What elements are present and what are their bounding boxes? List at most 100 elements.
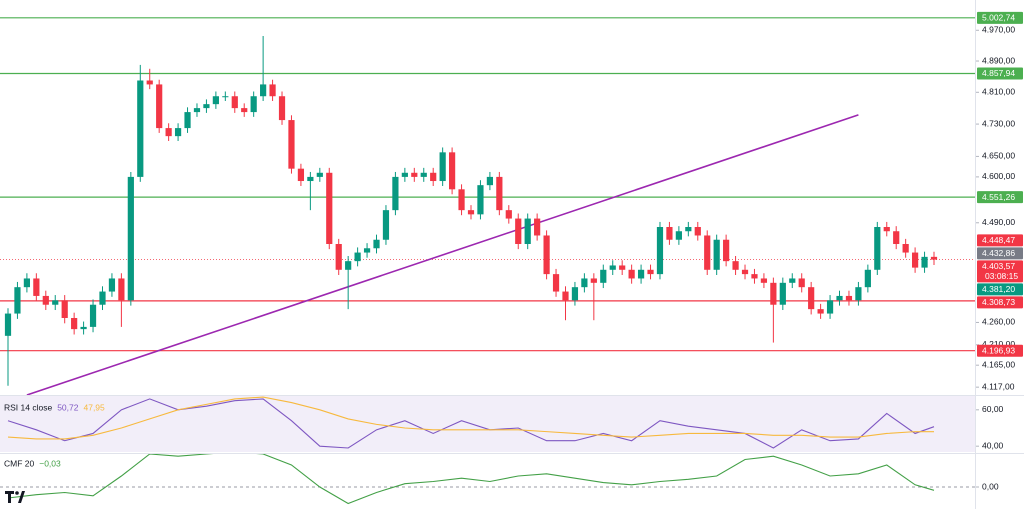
candle-body <box>250 96 257 113</box>
candle-body <box>335 243 342 270</box>
candle-body <box>241 108 248 113</box>
rsi-title: RSI 14 close <box>4 402 52 412</box>
candle-body <box>401 172 408 177</box>
candle-body <box>921 256 928 268</box>
countdown: 03:08:15 <box>985 271 1018 281</box>
candle-body <box>515 218 522 244</box>
candle-body <box>137 80 144 177</box>
candle-body <box>278 96 286 121</box>
candle-body <box>534 218 541 236</box>
candle-body <box>883 227 890 232</box>
price-label-box <box>977 11 1023 24</box>
candle-body <box>798 278 805 288</box>
candle-body <box>751 274 758 279</box>
indicator-line <box>7 454 935 505</box>
candle-body <box>571 287 579 301</box>
y-tick-label: 4.810,00 <box>982 87 1015 97</box>
candle-body <box>4 313 12 336</box>
y-tick-label: 4.600,00 <box>982 171 1015 181</box>
candle-body <box>392 176 399 211</box>
candle-body <box>581 278 588 288</box>
candle-body <box>732 261 739 270</box>
candle-body <box>61 300 68 318</box>
candle-body <box>184 112 191 129</box>
candle-body <box>704 235 711 270</box>
candle-body <box>373 239 380 249</box>
indicator-line <box>7 396 935 440</box>
price-label-box <box>977 247 1023 260</box>
candle-body <box>902 243 909 253</box>
candle-body <box>156 84 163 129</box>
price-label-box <box>977 296 1023 309</box>
candle-body <box>845 295 853 301</box>
candle-body <box>288 120 295 169</box>
candle-body <box>449 152 456 190</box>
y-tick-label: 60,00 <box>982 404 1004 414</box>
candle-body <box>193 108 201 113</box>
candle-body <box>647 269 654 275</box>
candle-body <box>505 210 512 219</box>
candle-body <box>212 96 219 105</box>
y-tick-label: 4.890,00 <box>982 55 1015 65</box>
candle-body <box>893 231 900 244</box>
y-tick-label: 4.730,00 <box>982 118 1015 128</box>
candle-body <box>439 152 446 182</box>
candle-body <box>552 274 560 292</box>
price-label-box <box>977 67 1023 80</box>
candle-body <box>297 168 305 182</box>
price-label: 4.448,47 <box>982 235 1015 245</box>
rsi-pane <box>7 396 935 449</box>
y-tick-label: 4.650,00 <box>982 151 1015 161</box>
candle-body <box>524 218 531 244</box>
price-label-box <box>977 283 1023 296</box>
y-tick-label: 0,00 <box>982 481 999 491</box>
price-label-box <box>977 191 1023 204</box>
price-label: 4.308,73 <box>982 297 1015 307</box>
candle-body <box>33 278 40 296</box>
logo <box>5 491 25 503</box>
candle-body <box>174 128 182 137</box>
candle-body <box>269 84 276 97</box>
price-label-box <box>977 234 1023 247</box>
price-label-box <box>977 344 1023 357</box>
candle-body <box>864 269 871 288</box>
y-tick-label: 4.970,00 <box>982 25 1015 35</box>
candle-body <box>666 227 673 240</box>
candle-body <box>637 269 645 279</box>
main-pane <box>0 17 975 395</box>
candle-body <box>231 96 238 109</box>
y-tick-label: 4.117,00 <box>982 381 1015 391</box>
candle-body <box>363 248 371 253</box>
candle-body <box>675 231 682 240</box>
candle-body <box>741 269 749 275</box>
candle-body <box>108 278 116 292</box>
candle-body <box>656 227 664 275</box>
y-tick-label: 4.260,00 <box>982 317 1015 327</box>
candle-body <box>89 304 97 327</box>
candle-body <box>411 172 418 177</box>
candle-body <box>855 287 862 301</box>
candle-body <box>14 287 21 314</box>
candle-body <box>345 261 352 270</box>
price-label: 4.432,86 <box>982 248 1015 258</box>
candle-body <box>467 210 475 215</box>
rsi-band <box>0 396 975 452</box>
candle-body <box>307 176 314 182</box>
candle-body <box>430 172 437 182</box>
rsi-ma-value: 47,95 <box>83 402 105 412</box>
candle-body <box>260 84 267 97</box>
candle-body <box>326 172 333 244</box>
trend-line <box>26 114 859 395</box>
y-tick-label: 4.165,00 <box>982 359 1015 369</box>
candle-body <box>127 176 134 301</box>
price-label: 4.857,94 <box>982 68 1015 78</box>
price-label: 5.002,74 <box>982 13 1015 23</box>
candle-body <box>562 291 569 301</box>
candle-body <box>146 80 153 85</box>
candle-body <box>99 291 106 305</box>
candle-body <box>118 278 125 301</box>
candle-body <box>760 278 768 283</box>
candle-body <box>477 185 484 215</box>
candle-body <box>165 128 172 137</box>
price-label: 4.196,93 <box>982 345 1015 355</box>
